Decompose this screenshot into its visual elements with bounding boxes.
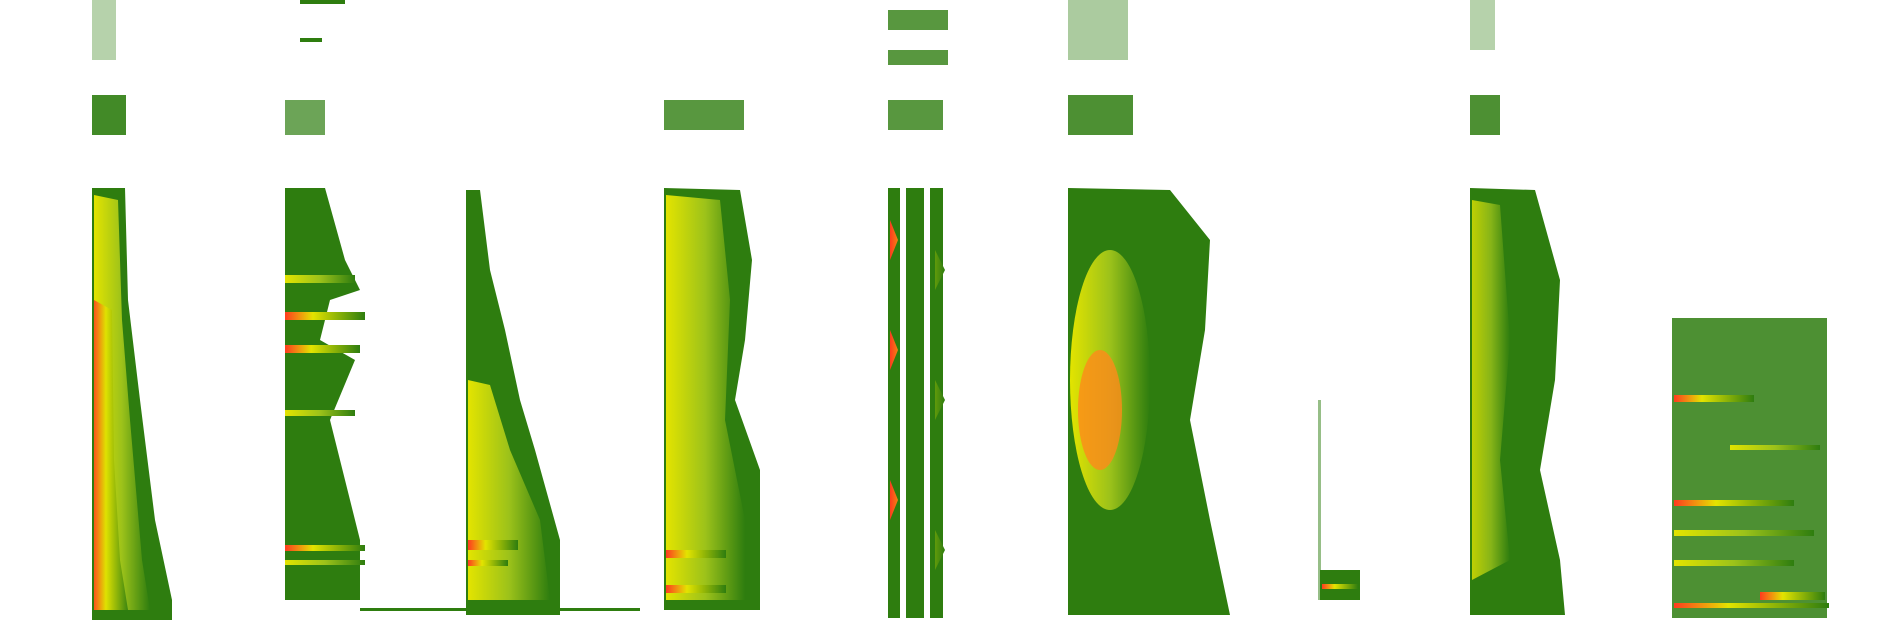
spectrogram-panel-7 <box>1318 400 1360 600</box>
spectrogram-panel-6 <box>1068 0 1230 615</box>
spectrogram-panel-1 <box>92 0 172 620</box>
spectrogram-panel-2 <box>285 0 640 611</box>
spectrogram-panel-8 <box>1470 0 1565 615</box>
spectrogram-panel-9 <box>1672 318 1829 618</box>
spectrogram-panel-5 <box>888 10 948 618</box>
spectrogram-panel-3 <box>466 190 560 615</box>
spectrogram-panel-4 <box>664 100 760 610</box>
